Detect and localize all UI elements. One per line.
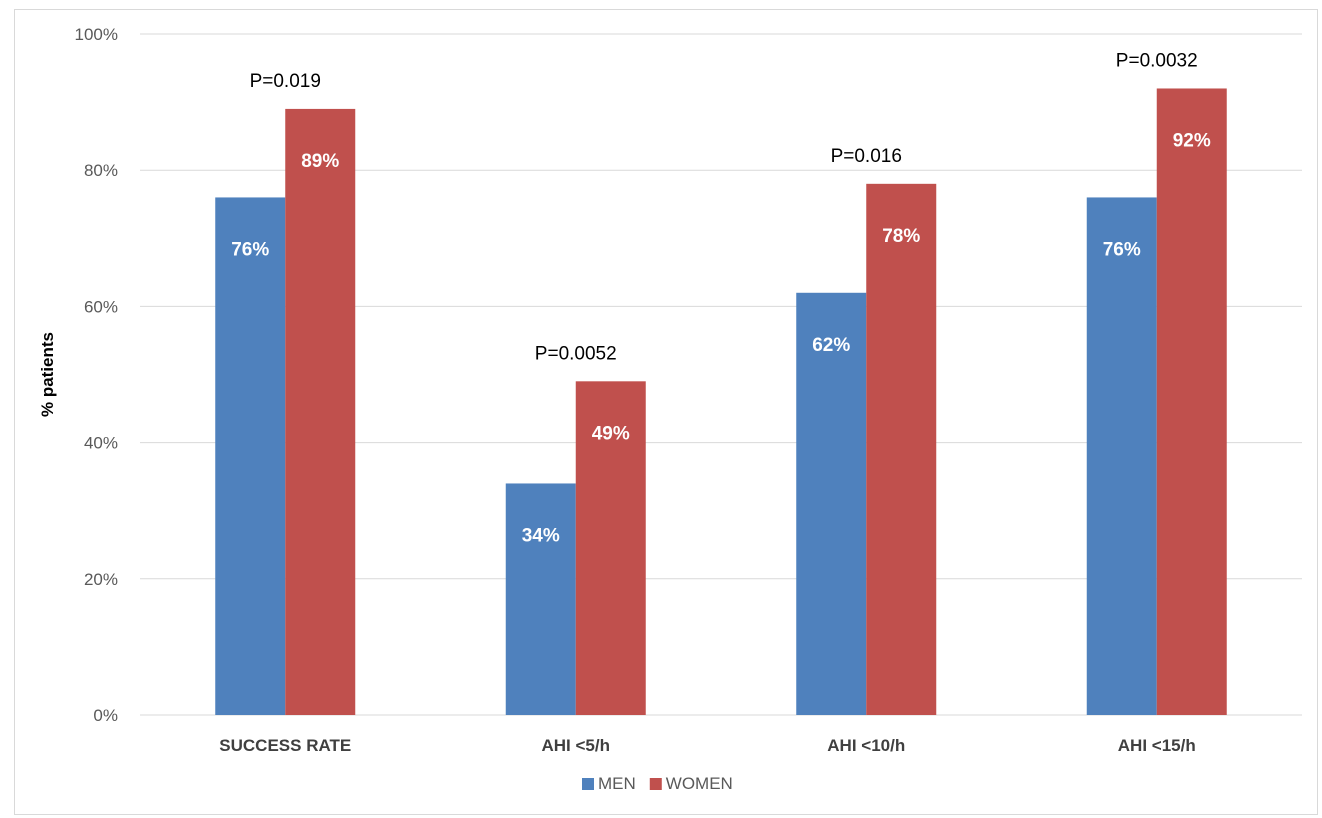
legend-entry: WOMEN — [666, 774, 733, 793]
x-tick-label: SUCCESS RATE — [219, 736, 351, 755]
bar-women — [866, 183, 937, 715]
data-label: 62% — [812, 335, 850, 356]
chart-frame — [14, 9, 1318, 815]
legend-swatch-men — [582, 778, 594, 790]
p-value-annotation: P=0.0032 — [1116, 50, 1198, 71]
y-tick-label: 100% — [75, 25, 118, 44]
x-tick-label: AHI <5/h — [542, 736, 611, 755]
bar-women — [1156, 88, 1227, 716]
y-tick-label: 20% — [84, 570, 118, 589]
p-value-annotation: P=0.016 — [831, 146, 902, 167]
bar-men — [505, 483, 576, 715]
x-tick-label: AHI <15/h — [1118, 736, 1196, 755]
data-label: 92% — [1173, 130, 1211, 151]
legend-swatch-women — [649, 778, 662, 790]
data-label: 76% — [231, 239, 269, 260]
data-label: 89% — [301, 151, 339, 172]
data-label: 49% — [592, 423, 630, 444]
bar-men — [215, 197, 286, 715]
y-tick-label: 0% — [93, 706, 118, 725]
y-tick-label: 80% — [84, 161, 118, 180]
data-label: 78% — [882, 226, 920, 247]
x-tick-label: AHI <10/h — [827, 736, 905, 755]
y-axis-label: % patients — [38, 332, 57, 417]
p-value-annotation: P=0.019 — [250, 71, 321, 92]
legend-entry: MEN — [598, 774, 636, 793]
y-tick-label: 40% — [84, 434, 118, 453]
data-label: 76% — [1103, 239, 1141, 260]
bar-men — [1086, 197, 1157, 715]
p-value-annotation: P=0.0052 — [535, 343, 617, 364]
y-tick-label: 60% — [84, 297, 118, 316]
bar-women — [575, 381, 646, 715]
bar-men — [796, 292, 867, 715]
bar-women — [285, 108, 356, 715]
data-label: 34% — [522, 525, 560, 546]
